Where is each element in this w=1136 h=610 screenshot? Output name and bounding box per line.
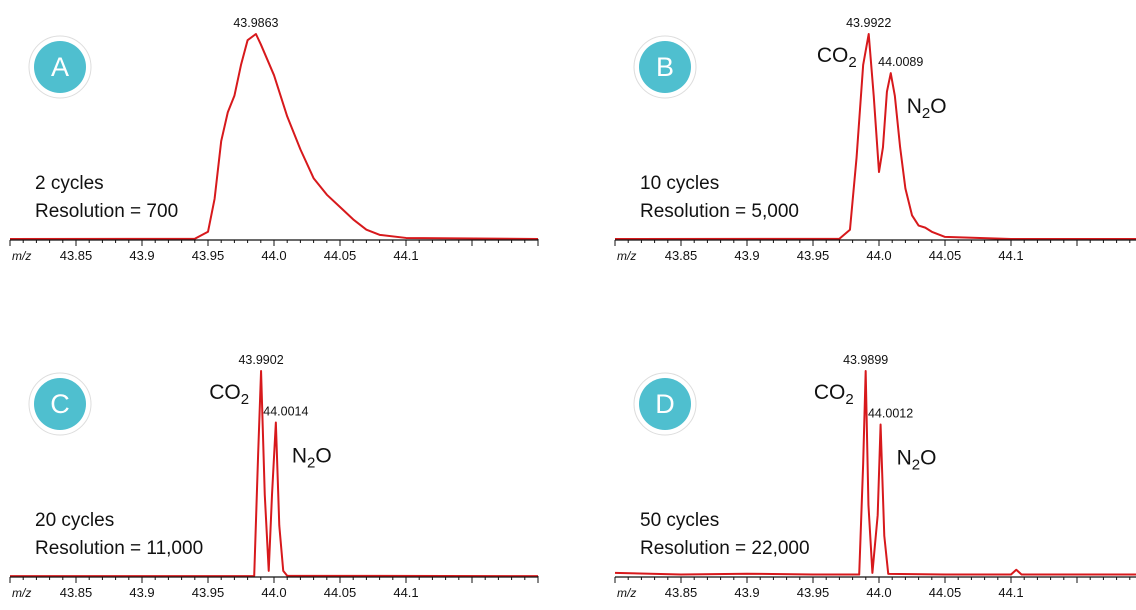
- x-tick-label: 44.0: [261, 585, 286, 600]
- badge-circle: [639, 41, 691, 93]
- panel-letter: B: [656, 52, 674, 82]
- x-tick-label: 43.95: [192, 248, 225, 263]
- x-tick-label: 43.85: [60, 585, 93, 600]
- x-tick-label: 43.9: [734, 248, 759, 263]
- x-axis-label: m/z: [12, 586, 31, 600]
- x-tick-label: 43.9: [734, 585, 759, 600]
- peak-value-label: 43.9902: [238, 353, 283, 367]
- x-tick-label: 43.85: [665, 248, 698, 263]
- species-label: CO2: [814, 381, 854, 408]
- x-tick-label: 43.95: [797, 585, 830, 600]
- cycles-label: 2 cycles: [35, 173, 104, 194]
- resolution-label: Resolution = 5,000: [640, 201, 799, 222]
- x-tick-label: 43.95: [192, 585, 225, 600]
- spectrum-panel-c: 43.85 43.9 43.95 44.0 44.05 44.1 m/z C 20 cycles…: [9, 353, 539, 600]
- x-tick-label: 43.85: [665, 585, 698, 600]
- cycles-label: 10 cycles: [640, 173, 719, 194]
- spectrum-trace: [614, 370, 1136, 576]
- species-label: N2O: [897, 447, 937, 474]
- x-axis-label: m/z: [617, 586, 636, 600]
- badge-circle: [34, 41, 86, 93]
- x-tick-label: 44.05: [324, 248, 357, 263]
- peak-value-label: 44.0089: [878, 55, 923, 69]
- peak-value-label: 43.9863: [233, 16, 278, 30]
- x-tick-label: 44.1: [393, 585, 418, 600]
- x-tick-label: 44.1: [393, 248, 418, 263]
- species-label: CO2: [209, 381, 249, 408]
- x-tick-label: 43.95: [797, 248, 830, 263]
- x-tick-label: 44.1: [998, 585, 1023, 600]
- badge-circle: [34, 378, 86, 430]
- x-axis-label: m/z: [12, 249, 31, 263]
- resolution-label: Resolution = 700: [35, 201, 178, 222]
- peak-value-label: 44.0012: [868, 407, 913, 421]
- x-tick-label: 44.0: [866, 585, 891, 600]
- cycles-label: 50 cycles: [640, 510, 719, 531]
- badge-circle: [639, 378, 691, 430]
- panel-letter: C: [50, 389, 70, 419]
- spectrum-trace: [614, 33, 1136, 240]
- spectrum-trace: [9, 33, 539, 240]
- species-label: N2O: [907, 95, 947, 122]
- panel-letter: A: [51, 52, 69, 82]
- species-label: N2O: [292, 445, 332, 472]
- x-tick-label: 44.0: [866, 248, 891, 263]
- resolution-label: Resolution = 11,000: [35, 538, 203, 559]
- peak-value-label: 43.9899: [843, 353, 888, 367]
- species-label: CO2: [817, 44, 857, 71]
- spectrum-panel-d: 43.85 43.9 43.95 44.0 44.05 44.1 m/z D 50 cycles…: [614, 353, 1136, 600]
- x-tick-label: 43.9: [129, 585, 154, 600]
- cycles-label: 20 cycles: [35, 510, 114, 531]
- x-tick-label: 44.0: [261, 248, 286, 263]
- x-tick-label: 43.9: [129, 248, 154, 263]
- x-axis-label: m/z: [617, 249, 636, 263]
- x-tick-label: 44.05: [929, 585, 962, 600]
- x-tick-label: 44.1: [998, 248, 1023, 263]
- x-tick-label: 44.05: [324, 585, 357, 600]
- x-tick-label: 44.05: [929, 248, 962, 263]
- peak-value-label: 43.9922: [846, 16, 891, 30]
- x-tick-label: 43.85: [60, 248, 93, 263]
- resolution-label: Resolution = 22,000: [640, 538, 810, 559]
- peak-value-label: 44.0014: [263, 405, 308, 419]
- spectrum-panel-b: 43.85 43.9 43.95 44.0 44.05 44.1 m/z B 10 cycles…: [614, 16, 1136, 263]
- spectrum-trace: [9, 370, 539, 578]
- panel-letter: D: [655, 389, 675, 419]
- spectrum-panel-a: 43.85 43.9 43.95 44.0 44.05 44.1 m/z A 2 cycles R…: [9, 16, 539, 263]
